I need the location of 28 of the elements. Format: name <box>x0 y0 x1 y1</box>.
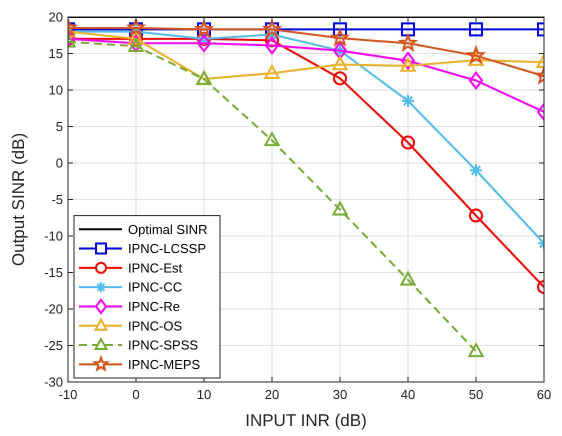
y-tick-label: 15 <box>48 46 63 62</box>
legend-label: Optimal SINR <box>128 222 208 237</box>
y-tick-label: -15 <box>44 265 63 280</box>
x-axis-title: INPUT INR (dB) <box>245 411 367 430</box>
y-tick-label: 20 <box>48 10 63 25</box>
x-tick-label: 0 <box>132 387 140 402</box>
y-tick-label: -5 <box>51 192 63 208</box>
y-tick-label: -25 <box>44 338 63 354</box>
legend-label: IPNC-Est <box>128 260 183 276</box>
x-tick-label: 40 <box>400 387 416 402</box>
legend-label: IPNC-OS <box>128 318 182 334</box>
y-tick-label: 10 <box>48 82 63 98</box>
legend-label: IPNC-LCSSP <box>128 241 206 256</box>
legend-label: IPNC-MEPS <box>128 356 201 372</box>
x-tick-label: 60 <box>536 387 552 402</box>
y-tick-label: 0 <box>56 156 63 171</box>
legend-label: IPNC-SPSS <box>128 338 198 353</box>
x-tick-label: 30 <box>332 387 348 402</box>
x-tick-label: 50 <box>468 387 484 402</box>
y-tick-label: -30 <box>44 374 63 390</box>
legend-label: IPNC-Re <box>128 299 180 314</box>
y-axis-title: Output SINR (dB) <box>9 132 28 266</box>
y-tick-label: -10 <box>44 228 63 244</box>
x-tick-label: 20 <box>264 387 280 402</box>
y-tick-label: 5 <box>56 119 63 134</box>
y-tick-label: -20 <box>44 302 63 317</box>
legend-label: IPNC-CC <box>128 280 182 295</box>
x-tick-label: 10 <box>196 387 212 402</box>
